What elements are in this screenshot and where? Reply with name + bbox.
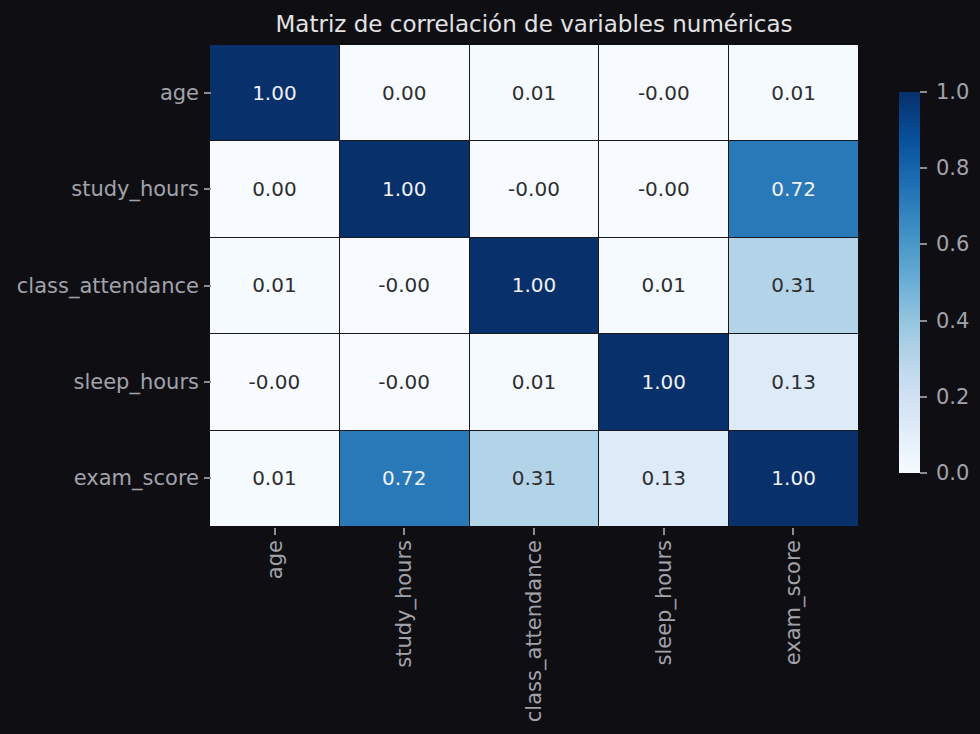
cell-study_hours-exam_score: 0.72 <box>729 141 858 236</box>
y-tick-mark <box>204 285 211 287</box>
cell-exam_score-study_hours: 0.72 <box>340 431 469 526</box>
cell-age-exam_score: 0.01 <box>729 45 858 140</box>
x-label-study_hours: study_hours <box>393 540 415 668</box>
cell-class_attendance-exam_score: 0.31 <box>729 238 858 333</box>
cell-age-study_hours: 0.00 <box>340 45 469 140</box>
colorbar-tick-mark <box>920 472 927 474</box>
y-tick-mark <box>204 477 211 479</box>
y-tick-mark <box>204 381 211 383</box>
colorbar-label-0.6: 0.6 <box>936 232 969 256</box>
cell-study_hours-class_attendance: -0.00 <box>470 141 599 236</box>
colorbar <box>899 92 920 473</box>
chart-title: Matriz de correlación de variables numér… <box>210 11 858 37</box>
colorbar-label-0.4: 0.4 <box>936 309 969 333</box>
y-label-class_attendance: class_attendance <box>0 237 199 333</box>
y-label-age: age <box>0 45 199 141</box>
cell-class_attendance-class_attendance: 1.00 <box>470 238 599 333</box>
cell-exam_score-exam_score: 1.00 <box>729 431 858 526</box>
cell-sleep_hours-class_attendance: 0.01 <box>470 334 599 429</box>
y-label-sleep_hours: sleep_hours <box>0 334 199 430</box>
cell-class_attendance-sleep_hours: 0.01 <box>599 238 728 333</box>
correlation-heatmap-figure: Matriz de correlación de variables numér… <box>0 0 980 734</box>
x-tick-mark <box>274 528 276 535</box>
colorbar-tick-mark <box>920 167 927 169</box>
colorbar-tick-mark <box>920 243 927 245</box>
colorbar-label-0.8: 0.8 <box>936 156 969 180</box>
x-tick-mark <box>403 528 405 535</box>
cell-exam_score-class_attendance: 0.31 <box>470 431 599 526</box>
x-label-class_attendance: class_attendance <box>523 540 545 722</box>
cell-age-age: 1.00 <box>210 45 339 140</box>
x-label-exam_score: exam_score <box>782 540 804 665</box>
heatmap-grid: 1.000.000.01-0.000.010.001.00-0.00-0.000… <box>210 45 858 526</box>
y-tick-mark <box>204 188 211 190</box>
cell-sleep_hours-sleep_hours: 1.00 <box>599 334 728 429</box>
y-tick-mark <box>204 92 211 94</box>
x-label-sleep_hours: sleep_hours <box>653 540 675 666</box>
cell-age-sleep_hours: -0.00 <box>599 45 728 140</box>
cell-class_attendance-study_hours: -0.00 <box>340 238 469 333</box>
y-label-exam_score: exam_score <box>0 430 199 526</box>
cell-exam_score-age: 0.01 <box>210 431 339 526</box>
cell-study_hours-age: 0.00 <box>210 141 339 236</box>
cell-study_hours-study_hours: 1.00 <box>340 141 469 236</box>
colorbar-tick-mark <box>920 91 927 93</box>
colorbar-label-0.0: 0.0 <box>936 461 969 485</box>
cell-class_attendance-age: 0.01 <box>210 238 339 333</box>
colorbar-tick-mark <box>920 320 927 322</box>
y-axis-labels: agestudy_hoursclass_attendancesleep_hour… <box>0 45 199 526</box>
cell-sleep_hours-study_hours: -0.00 <box>340 334 469 429</box>
colorbar-label-1.0: 1.0 <box>936 80 969 104</box>
colorbar-label-0.2: 0.2 <box>936 385 969 409</box>
y-label-study_hours: study_hours <box>0 141 199 237</box>
cell-study_hours-sleep_hours: -0.00 <box>599 141 728 236</box>
x-label-age: age <box>264 540 286 579</box>
x-tick-mark <box>792 528 794 535</box>
cell-exam_score-sleep_hours: 0.13 <box>599 431 728 526</box>
cell-age-class_attendance: 0.01 <box>470 45 599 140</box>
cell-sleep_hours-exam_score: 0.13 <box>729 334 858 429</box>
colorbar-tick-mark <box>920 396 927 398</box>
x-tick-mark <box>663 528 665 535</box>
cell-sleep_hours-age: -0.00 <box>210 334 339 429</box>
x-tick-mark <box>533 528 535 535</box>
